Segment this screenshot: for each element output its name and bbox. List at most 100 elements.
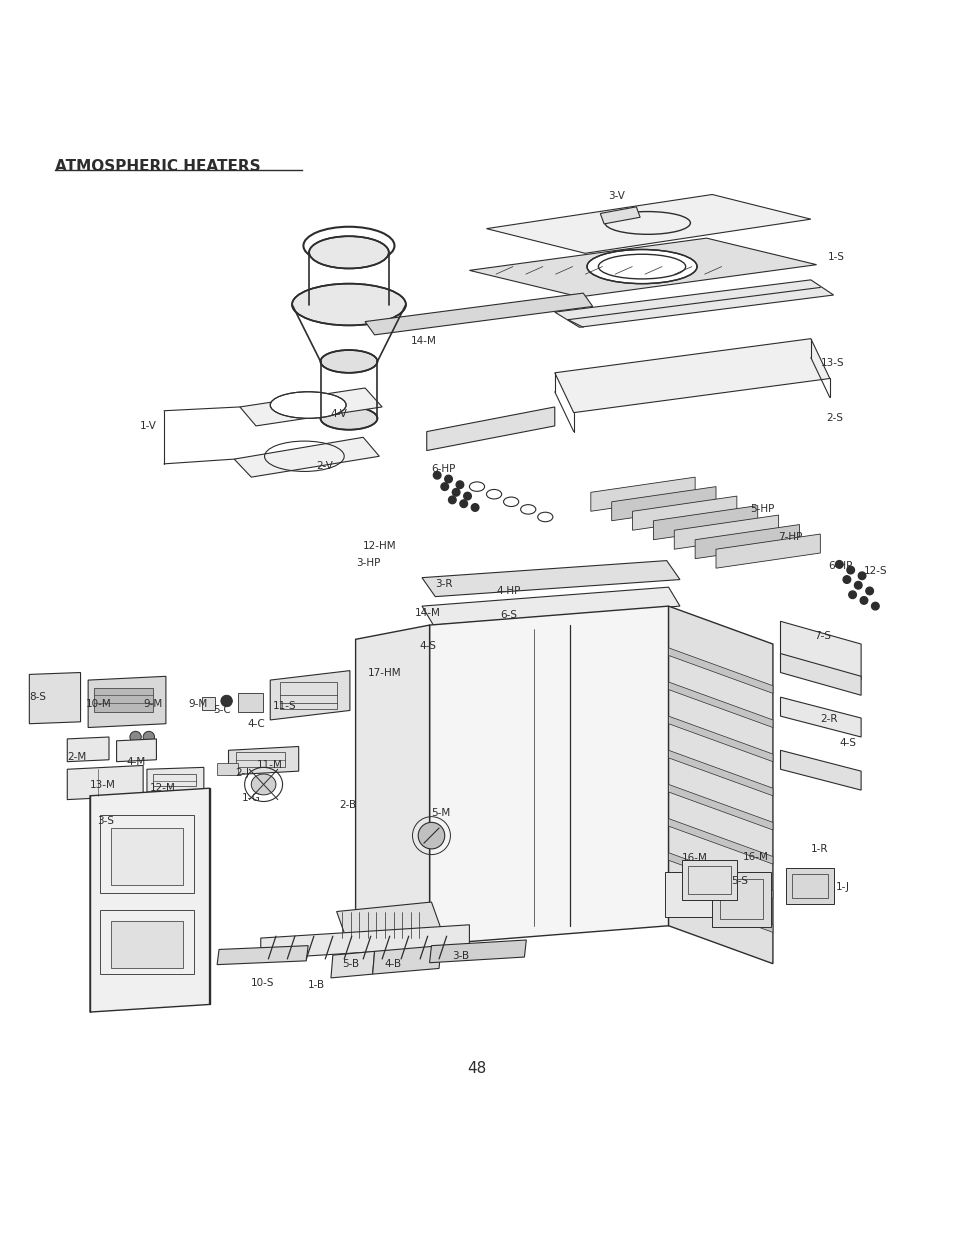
Text: 9-M: 9-M <box>189 699 208 709</box>
Polygon shape <box>88 677 166 727</box>
Ellipse shape <box>586 249 697 284</box>
Text: 8-S: 8-S <box>30 692 47 703</box>
Text: 2-R: 2-R <box>820 714 837 724</box>
Text: 6-HP: 6-HP <box>827 561 851 572</box>
Polygon shape <box>780 751 861 790</box>
Polygon shape <box>668 716 772 762</box>
Text: 12-S: 12-S <box>863 566 886 576</box>
Circle shape <box>848 590 856 599</box>
Polygon shape <box>68 737 109 762</box>
Polygon shape <box>716 534 820 568</box>
Text: 4-M: 4-M <box>126 757 145 767</box>
Text: 4-HP: 4-HP <box>496 585 519 597</box>
Polygon shape <box>147 767 204 792</box>
Circle shape <box>871 603 879 610</box>
Text: 2-S: 2-S <box>825 414 842 424</box>
Circle shape <box>452 489 459 496</box>
Polygon shape <box>590 477 695 511</box>
Text: 3-B: 3-B <box>452 951 469 961</box>
Polygon shape <box>674 515 778 550</box>
Ellipse shape <box>320 408 377 430</box>
Polygon shape <box>555 280 833 327</box>
Text: 3-S: 3-S <box>97 816 114 826</box>
Polygon shape <box>421 587 679 625</box>
Text: 17-HM: 17-HM <box>368 667 401 678</box>
Bar <box>681 861 736 900</box>
Polygon shape <box>373 946 440 974</box>
Text: 1-R: 1-R <box>810 844 827 853</box>
Polygon shape <box>421 615 679 653</box>
Circle shape <box>440 483 448 490</box>
Text: 1-G: 1-G <box>241 793 260 803</box>
Circle shape <box>854 582 862 589</box>
Polygon shape <box>331 951 375 978</box>
Text: 5-S: 5-S <box>730 876 747 887</box>
Polygon shape <box>668 648 772 693</box>
Circle shape <box>860 597 867 604</box>
Polygon shape <box>270 671 350 720</box>
Text: 5-B: 5-B <box>342 958 359 968</box>
Text: 13-M: 13-M <box>90 781 115 790</box>
Bar <box>237 693 262 713</box>
Bar <box>687 866 730 894</box>
Circle shape <box>459 500 467 508</box>
Polygon shape <box>365 293 592 335</box>
Text: 2-B: 2-B <box>339 800 356 810</box>
Text: 4-S: 4-S <box>418 641 436 651</box>
Polygon shape <box>217 946 308 965</box>
Polygon shape <box>668 751 772 795</box>
Text: 1-S: 1-S <box>827 252 844 262</box>
Text: 14-M: 14-M <box>414 608 440 618</box>
Text: 9-M: 9-M <box>143 699 162 709</box>
Bar <box>111 921 183 968</box>
Ellipse shape <box>292 284 405 325</box>
Text: 11-S: 11-S <box>273 700 296 710</box>
Text: 4-C: 4-C <box>247 719 265 729</box>
Polygon shape <box>429 940 526 963</box>
Ellipse shape <box>143 731 154 742</box>
Text: 2-J: 2-J <box>234 768 249 778</box>
Bar <box>791 873 827 898</box>
Polygon shape <box>668 682 772 727</box>
Text: 3-R: 3-R <box>435 579 453 589</box>
Polygon shape <box>668 784 772 830</box>
Polygon shape <box>695 525 799 558</box>
Circle shape <box>444 475 452 483</box>
Bar <box>99 910 194 974</box>
Polygon shape <box>229 746 298 774</box>
Ellipse shape <box>251 774 275 795</box>
Text: 6-HP: 6-HP <box>431 463 456 473</box>
Polygon shape <box>668 606 772 963</box>
Text: 12-HM: 12-HM <box>363 541 396 551</box>
Circle shape <box>448 496 456 504</box>
Ellipse shape <box>221 695 233 706</box>
Bar <box>235 752 285 767</box>
Polygon shape <box>780 653 861 695</box>
Text: 4-V: 4-V <box>330 409 347 419</box>
Circle shape <box>842 576 850 583</box>
Polygon shape <box>599 206 639 224</box>
Text: 11-M: 11-M <box>256 761 282 771</box>
Circle shape <box>846 567 854 574</box>
Text: 14-M: 14-M <box>410 336 436 346</box>
Polygon shape <box>668 887 772 932</box>
Polygon shape <box>239 388 382 426</box>
Text: 7-HP: 7-HP <box>778 532 802 542</box>
Ellipse shape <box>384 657 402 677</box>
Bar <box>202 698 215 710</box>
Polygon shape <box>90 788 210 1011</box>
Text: 7-S: 7-S <box>813 631 830 641</box>
Bar <box>373 667 402 685</box>
Polygon shape <box>260 925 469 958</box>
Text: 1-J: 1-J <box>835 882 848 892</box>
Bar <box>217 762 237 774</box>
Text: 48: 48 <box>467 1061 486 1076</box>
Polygon shape <box>429 606 668 945</box>
Circle shape <box>471 504 478 511</box>
Polygon shape <box>555 338 829 412</box>
Text: 3-HP: 3-HP <box>356 558 380 568</box>
Text: 16-M: 16-M <box>681 853 707 863</box>
Polygon shape <box>68 766 143 799</box>
Text: 6-S: 6-S <box>499 610 517 620</box>
Text: 3-V: 3-V <box>607 191 624 201</box>
